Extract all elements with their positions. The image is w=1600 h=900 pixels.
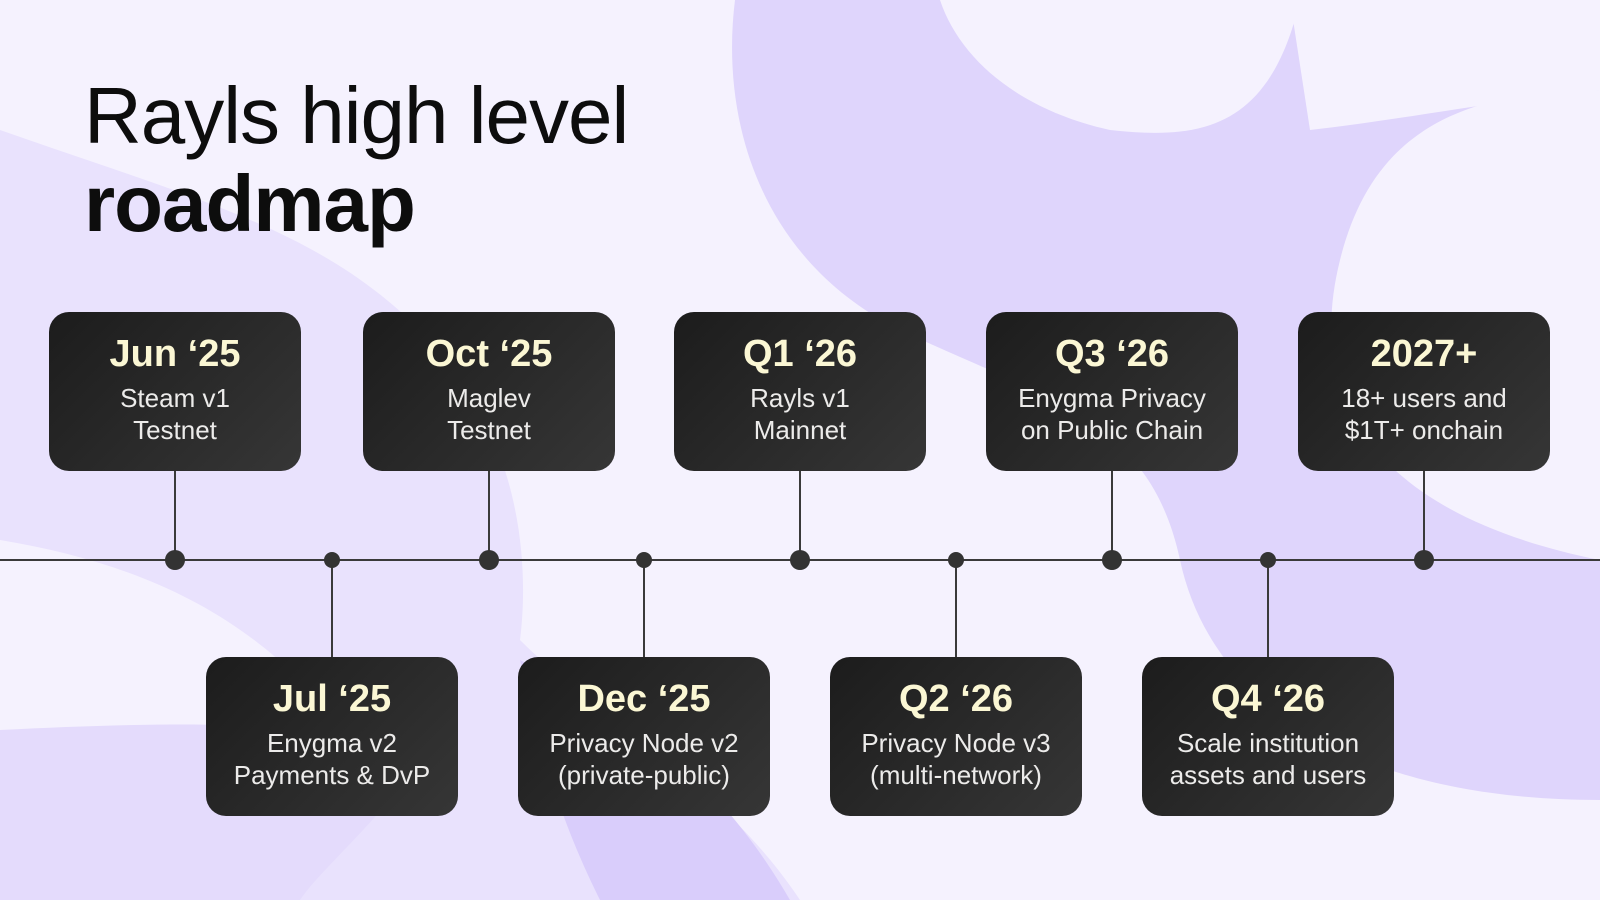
timeline-dot <box>1260 552 1276 568</box>
timeline-dot <box>1102 550 1122 570</box>
milestone-card: Jun ‘25 Steam v1 Testnet <box>49 312 301 471</box>
milestone-card: 2027+ 18+ users and $1T+ onchain <box>1298 312 1550 471</box>
milestone-date: Oct ‘25 <box>425 333 553 375</box>
milestone-card: Q3 ‘26 Enygma Privacy on Public Chain <box>986 312 1238 471</box>
title-line-2: roadmap <box>84 159 416 248</box>
milestone-card: Q4 ‘26 Scale institution assets and users <box>1142 657 1394 816</box>
connector-line <box>331 560 333 657</box>
milestone-desc-line-2: $1T+ onchain <box>1344 415 1504 445</box>
milestone-desc-line-1: Maglev <box>447 383 531 413</box>
milestone-desc-line-2: Testnet <box>447 415 531 445</box>
milestone-desc-line-1: Enygma Privacy <box>1018 383 1206 413</box>
milestone-date: Q3 ‘26 <box>1054 333 1170 375</box>
connector-line <box>1111 471 1113 560</box>
milestone-date: Dec ‘25 <box>577 678 711 720</box>
connector-line <box>643 560 645 657</box>
connector-line <box>1267 560 1269 657</box>
milestone-date: Jun ‘25 <box>109 333 241 375</box>
milestone-date: Q1 ‘26 <box>742 333 858 375</box>
page-title: Rayls high level roadmap <box>84 71 629 248</box>
milestone-desc-line-1: Privacy Node v2 <box>549 728 739 758</box>
milestone-desc-line-1: 18+ users and <box>1341 383 1507 413</box>
milestone-date: Jul ‘25 <box>272 678 392 720</box>
milestone-card: Q1 ‘26 Rayls v1 Mainnet <box>674 312 926 471</box>
timeline-dot <box>948 552 964 568</box>
timeline-dot <box>324 552 340 568</box>
milestone-desc-line-2: on Public Chain <box>1020 415 1204 445</box>
title-line-1: Rayls high level <box>84 71 629 160</box>
timeline-dot <box>165 550 185 570</box>
milestone-desc-line-2: (private-public) <box>558 760 730 790</box>
milestone-card: Dec ‘25 Privacy Node v2 (private-public) <box>518 657 770 816</box>
milestone-desc-line-1: Steam v1 <box>120 383 230 413</box>
milestone-date: 2027+ <box>1370 333 1478 375</box>
milestone-desc-line-1: Enygma v2 <box>266 728 398 758</box>
milestone-desc-line-1: Scale institution <box>1176 728 1360 758</box>
milestone-card: Jul ‘25 Enygma v2 Payments & DvP <box>206 657 458 816</box>
timeline-dot <box>1414 550 1434 570</box>
connector-line <box>799 471 801 560</box>
connector-line <box>174 471 176 560</box>
connector-line <box>955 560 957 657</box>
connector-line <box>1423 471 1425 560</box>
timeline-dot <box>479 550 499 570</box>
timeline-dot <box>636 552 652 568</box>
milestone-date: Q4 ‘26 <box>1210 678 1326 720</box>
milestone-desc-line-2: (multi-network) <box>870 760 1042 790</box>
milestone-desc-line-2: Testnet <box>133 415 217 445</box>
timeline-dot <box>790 550 810 570</box>
milestone-desc-line-1: Rayls v1 <box>750 383 850 413</box>
milestone-desc-line-2: Mainnet <box>753 415 847 445</box>
milestone-date: Q2 ‘26 <box>898 678 1014 720</box>
milestone-desc-line-1: Privacy Node v3 <box>861 728 1051 758</box>
milestone-desc-line-2: Payments & DvP <box>233 760 431 790</box>
connector-line <box>488 471 490 560</box>
milestone-desc-line-2: assets and users <box>1169 760 1367 790</box>
milestone-card: Q2 ‘26 Privacy Node v3 (multi-network) <box>830 657 1082 816</box>
milestone-card: Oct ‘25 Maglev Testnet <box>363 312 615 471</box>
